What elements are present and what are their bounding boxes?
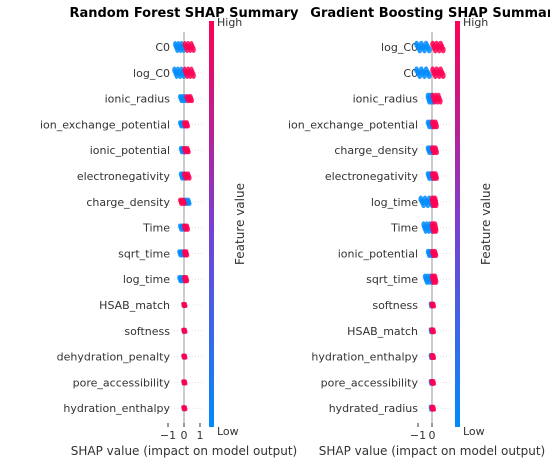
feature-label: softness xyxy=(372,299,418,312)
x-tick-label: 1 xyxy=(197,429,204,442)
feature-label: Time xyxy=(390,222,418,235)
feature-label: ionic_radius xyxy=(105,93,171,106)
high-value-dot xyxy=(433,226,439,234)
feature-label: softness xyxy=(124,325,170,338)
high-value-dot xyxy=(440,46,446,54)
feature-label: ionic_radius xyxy=(353,93,419,106)
x-axis-title: SHAP value (impact on model output) xyxy=(71,444,298,458)
feature-label: ion_exchange_potential xyxy=(288,118,418,131)
high-value-dot xyxy=(432,330,437,335)
feature-label: sqrt_time xyxy=(366,273,418,286)
x-tick-label: 0 xyxy=(181,429,188,442)
high-value-dot xyxy=(191,71,196,80)
x-tick-label: −1 xyxy=(160,429,176,442)
feature-label: hydration_enthalpy xyxy=(311,351,418,364)
random-forest-panel: C0 log_C0 ionic_radius ion_exchange_potenti… xyxy=(40,6,299,458)
high-value-dot xyxy=(185,123,191,129)
feature-label: HSAB_match xyxy=(347,325,418,338)
low-value-dot xyxy=(426,71,432,80)
high-value-dot xyxy=(183,330,188,334)
gradient-boosting-panel: log_C0C0ionic_radiusion_exchange_potenti… xyxy=(288,6,550,458)
high-value-dot xyxy=(187,175,192,181)
high-value-dot xyxy=(183,356,188,360)
feature-label: hydration_enthalpy xyxy=(63,402,170,415)
high-value-dot xyxy=(434,175,439,181)
high-value-dot xyxy=(185,252,190,258)
feature-label: Time xyxy=(142,222,170,235)
feature-label: pore_accessibility xyxy=(73,376,171,389)
colorbar-high-label: High xyxy=(217,16,242,29)
high-value-dot xyxy=(434,278,439,285)
high-value-dot xyxy=(440,71,446,80)
feature-label: log_time xyxy=(371,196,418,209)
feature-label: charge_density xyxy=(86,196,170,209)
high-value-dot xyxy=(183,304,188,309)
colorbar-high-label: High xyxy=(463,16,488,29)
feature-label: ionic_potential xyxy=(90,144,170,157)
high-value-dot xyxy=(432,381,437,386)
feature-label: log_C0 xyxy=(381,41,418,54)
chart-title: Gradient Boosting SHAP Summary xyxy=(310,6,550,21)
feature-label: sqrt_time xyxy=(118,247,170,260)
high-value-dot xyxy=(191,46,196,54)
feature-label: ion_exchange_potential xyxy=(40,118,170,131)
feature-label: charge_density xyxy=(334,144,418,157)
high-value-dot xyxy=(185,278,190,284)
colorbar-low-label: Low xyxy=(463,425,485,438)
x-tick-label: −1 xyxy=(410,429,426,442)
high-value-dot xyxy=(434,252,439,258)
feature-label: hydrated_radius xyxy=(329,402,419,415)
x-axis-title: SHAP value (impact on model output) xyxy=(319,444,546,458)
feature-label: pore_accessibility xyxy=(321,376,419,389)
colorbar xyxy=(209,21,214,427)
low-value-dot xyxy=(426,46,432,54)
high-value-dot xyxy=(182,201,187,206)
feature-label: C0 xyxy=(155,41,170,54)
feature-label: dehydration_penalty xyxy=(57,351,171,364)
high-value-dot xyxy=(432,407,437,412)
high-value-dot xyxy=(189,98,195,104)
feature-label: electronegativity xyxy=(325,170,419,183)
high-value-dot xyxy=(433,201,439,209)
high-value-dot xyxy=(183,381,188,386)
feature-label: electronegativity xyxy=(77,170,171,183)
high-value-dot xyxy=(434,123,439,130)
feature-label: ionic_potential xyxy=(338,247,418,260)
high-value-dot xyxy=(432,304,437,309)
high-value-dot xyxy=(183,407,188,412)
low-value-dot xyxy=(187,201,192,206)
high-value-dot xyxy=(432,356,437,361)
colorbar xyxy=(455,21,460,427)
high-value-dot xyxy=(185,227,191,232)
colorbar-axis-label: Feature value xyxy=(479,183,493,265)
chart-title: Random Forest SHAP Summary xyxy=(69,6,299,21)
high-value-dot xyxy=(438,97,443,105)
x-tick-label: 0 xyxy=(429,429,436,442)
high-value-dot xyxy=(186,149,191,155)
feature-label: log_C0 xyxy=(133,67,170,80)
colorbar-low-label: Low xyxy=(217,425,239,438)
feature-label: log_time xyxy=(123,273,170,286)
high-value-dot xyxy=(434,149,439,156)
feature-label: HSAB_match xyxy=(99,299,170,312)
colorbar-axis-label: Feature value xyxy=(233,183,247,265)
